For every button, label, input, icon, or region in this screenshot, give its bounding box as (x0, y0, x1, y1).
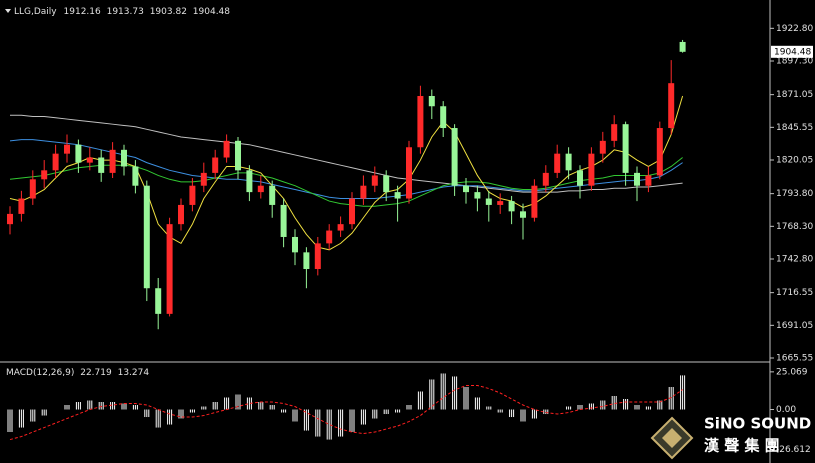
candle-body (178, 204, 184, 225)
candle-body (326, 230, 333, 244)
price-label-box (771, 45, 813, 58)
low: 1903.82 (150, 7, 187, 17)
macd-header: MACD(12,26,9) 22.719 13.274 (6, 368, 149, 378)
candle-body (7, 213, 13, 225)
candle-body (64, 144, 70, 154)
y-tick-label: 1665.55 (776, 354, 813, 364)
candle-body (257, 185, 264, 193)
candle-body (463, 185, 469, 193)
macd-title: MACD(12,26,9) (6, 368, 74, 378)
candle-body (223, 140, 230, 158)
logo-chinese: 漢 聲 集 團 (704, 437, 780, 455)
y-tick-label: 1716.55 (776, 288, 813, 298)
candle-body (508, 201, 515, 212)
candle-body (235, 140, 241, 171)
candle-body (611, 124, 618, 141)
candle-body (668, 83, 675, 129)
candle-body (314, 243, 321, 270)
candle-body (371, 175, 378, 186)
logo-icon-inner (662, 428, 682, 448)
signal-value: 13.274 (118, 368, 150, 378)
y-tick-label: 1691.05 (776, 321, 813, 331)
y-tick-label: -26.612 (776, 445, 811, 455)
candle-body (531, 185, 538, 218)
candle-body (383, 175, 390, 193)
candle-body (212, 157, 219, 173)
candle-body (121, 149, 127, 167)
line (10, 114, 683, 193)
candle-body (634, 172, 640, 186)
candle-body (109, 149, 116, 173)
line (9, 384, 683, 441)
candle-body (246, 170, 253, 193)
candle-body (132, 166, 139, 186)
y-tick-label: 1820.05 (776, 156, 813, 166)
candle-body (542, 172, 549, 186)
candle-body (98, 157, 105, 173)
y-tick-label: 1845.55 (776, 123, 813, 133)
candle-body (554, 153, 561, 173)
candle-body (189, 185, 196, 205)
candle-body (417, 95, 424, 148)
candle-body (29, 179, 36, 199)
candle-body (474, 192, 481, 199)
candle-body (577, 170, 583, 186)
candle-body (645, 175, 652, 186)
candle-body (406, 147, 412, 199)
candle-body (292, 236, 298, 253)
y-tick-label: 25.069 (776, 367, 808, 377)
candle-body (269, 185, 276, 205)
candle-body (303, 252, 310, 270)
y-tick-label: 0.00 (776, 405, 796, 415)
y-tick-label: 1897.30 (776, 57, 813, 67)
candle-body (440, 106, 447, 129)
y-tick-label: 1871.05 (776, 90, 813, 100)
candle-body (599, 140, 606, 154)
macd-value: 22.719 (80, 368, 112, 378)
candle-body (360, 185, 367, 199)
candle-body (451, 128, 458, 186)
symbol: LLG,Daily (14, 7, 57, 17)
logo: SiNO SOUND 漢 聲 集 團 (650, 415, 811, 460)
candle-body (428, 95, 435, 107)
candle-body (52, 153, 59, 171)
candle-body (656, 128, 663, 176)
close: 1904.48 (193, 7, 230, 17)
candle-body (588, 153, 595, 186)
candle-body (41, 170, 48, 180)
candle-body (280, 204, 287, 237)
candle-body (18, 198, 25, 214)
candle-body (394, 192, 401, 199)
candle-body (166, 224, 173, 314)
candle-body (337, 224, 344, 231)
candle-body (200, 172, 207, 186)
y-tick-label: 1793.80 (776, 189, 813, 199)
candle-body (565, 153, 572, 171)
header: LLG,Daily 1912.16 1913.73 1903.82 1904.4… (14, 7, 230, 17)
candle-body (485, 198, 492, 205)
candle-body (155, 288, 162, 314)
price-label: 1904.48 (774, 47, 811, 57)
logo-name: SiNO SOUND (704, 415, 811, 433)
y-tick-label: 1768.30 (776, 222, 813, 232)
candle-body (622, 124, 629, 173)
candle-body (75, 144, 82, 163)
y-tick-label: 1922.80 (776, 24, 813, 34)
y-tick-label: 1742.80 (776, 255, 813, 265)
candle-body (86, 157, 93, 163)
candle-body (520, 211, 526, 218)
open: 1912.16 (64, 7, 101, 17)
menu-arrow (5, 9, 11, 13)
high: 1913.73 (107, 7, 144, 17)
candle-body (349, 198, 355, 225)
candle-body (143, 185, 150, 289)
candle-body (497, 201, 504, 205)
candle-body (679, 41, 686, 52)
